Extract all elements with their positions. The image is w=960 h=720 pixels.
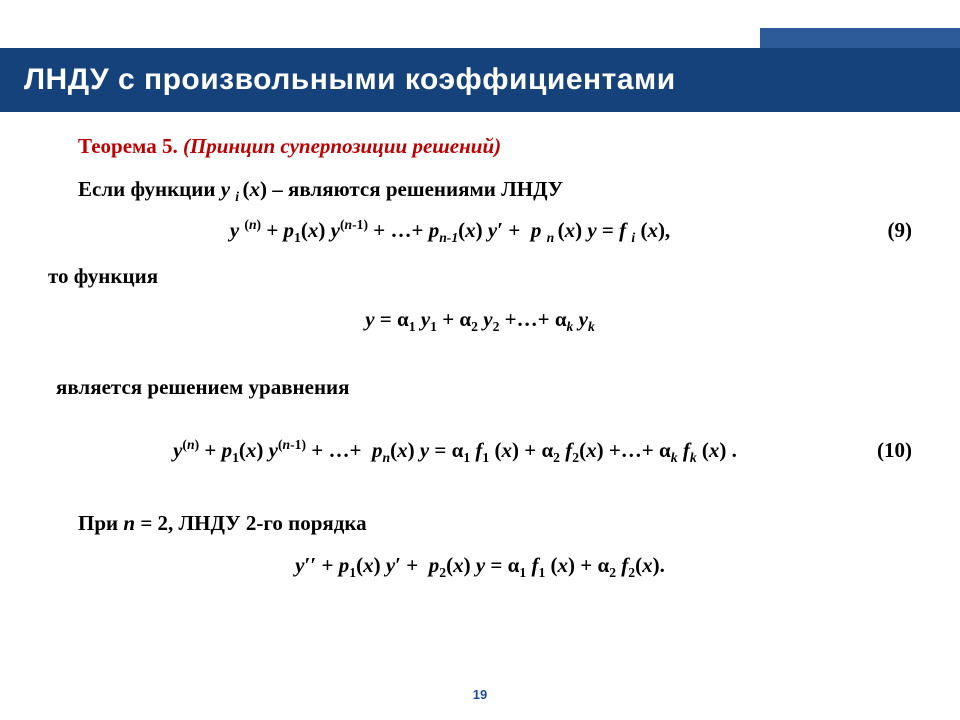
- theorem-name-open: (: [183, 134, 190, 158]
- theorem-label: Теорема 5.: [78, 134, 178, 158]
- title-band: ЛНДУ с произвольными коэффициентами: [0, 48, 960, 112]
- theorem-heading: Теорема 5. (Принцип суперпозиции решений…: [48, 130, 912, 163]
- if-functions-suffix: – являются решениями ЛНДУ: [267, 177, 563, 201]
- if-functions-line: Если функции y i (x) – являются решениям…: [48, 173, 912, 207]
- equation-10-number: (10): [852, 438, 912, 463]
- equation-9-body: y (n) + p1(x) y(n-1) + …+ pn-1(x) y′ + p…: [48, 217, 852, 246]
- equation-10: y(n) + p1(x) y(n-1) + …+ pn(x) y = α1 f1…: [48, 437, 912, 466]
- equation-9: y (n) + p1(x) y(n-1) + …+ pn-1(x) y′ + p…: [48, 217, 912, 246]
- at-n-equals-2-line: При n = 2, ЛНДУ 2-го порядка: [48, 507, 912, 540]
- then-function-line: то функция: [48, 260, 912, 293]
- header-accent-strip: [760, 28, 960, 48]
- slide-title: ЛНДУ с произвольными коэффициентами: [24, 63, 676, 97]
- if-functions-prefix: Если функции: [78, 177, 221, 201]
- is-solution-line: является решением уравнения: [48, 371, 912, 404]
- equation-linear-combination: y = α1 y1 + α2 y2 +…+ αk yk: [48, 307, 912, 335]
- theorem-name-close: ): [494, 134, 501, 158]
- equation-9-number: (9): [852, 218, 912, 243]
- equation-10-body: y(n) + p1(x) y(n-1) + …+ pn(x) y = α1 f1…: [48, 437, 852, 466]
- theorem-name: Принцип суперпозиции решений: [190, 134, 494, 158]
- page-number: 19: [0, 687, 960, 702]
- equation-second-order: y′′ + p1(x) y′ + p2(x) y = α1 f1 (x) + α…: [48, 553, 912, 581]
- slide-content: Теорема 5. (Принцип суперпозиции решений…: [0, 130, 960, 603]
